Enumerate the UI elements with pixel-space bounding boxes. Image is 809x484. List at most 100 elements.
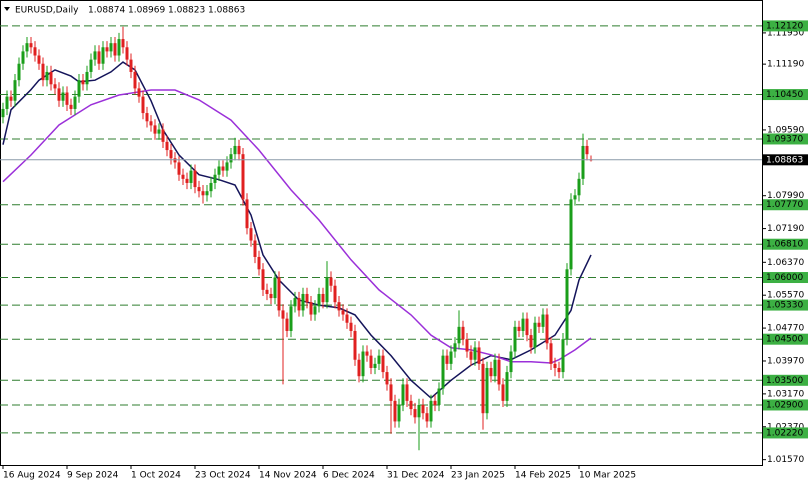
candle-body — [317, 293, 321, 307]
candle-body — [137, 88, 141, 97]
level-label: 1.07770 — [766, 200, 803, 210]
level-label: 1.10450 — [766, 90, 803, 100]
price-label: 1.08863 — [766, 155, 803, 165]
candle-body — [501, 384, 505, 401]
candle-body — [213, 174, 217, 183]
candle-body — [141, 96, 145, 114]
candle-body — [277, 277, 281, 311]
level-label: 1.03500 — [766, 376, 803, 386]
candle-body — [453, 343, 457, 352]
candle-body — [489, 367, 493, 377]
candle-body — [53, 84, 57, 89]
candle-body — [101, 47, 105, 64]
y-tick-label: 1.05570 — [767, 291, 804, 301]
y-tick-label: 1.07990 — [767, 191, 804, 201]
candle-body — [301, 293, 305, 311]
candle-body — [585, 145, 589, 155]
candle-body — [253, 240, 257, 257]
level-box — [763, 199, 808, 211]
candle-body — [329, 277, 333, 286]
candle-body — [17, 63, 21, 81]
header-close: 1.08863 — [208, 6, 245, 16]
candle-body — [393, 400, 397, 422]
candle-body — [81, 80, 85, 85]
candle-body — [157, 129, 161, 134]
candle-body — [473, 347, 477, 360]
header-open: 1.08874 — [88, 6, 125, 16]
candle-body — [517, 326, 521, 331]
candle-body — [193, 170, 197, 188]
level-label: 1.04500 — [766, 335, 803, 345]
menu-arrow[interactable] — [4, 7, 10, 11]
candle-body — [65, 92, 69, 105]
candle-body — [289, 306, 293, 331]
level-box — [763, 333, 808, 345]
candle-body — [493, 359, 497, 377]
candle-body — [245, 199, 249, 229]
candle-body — [281, 310, 285, 319]
y-tick-label: 1.01570 — [767, 455, 804, 465]
x-tick-label: 16 Aug 2024 — [3, 471, 61, 481]
candle-body — [505, 372, 509, 401]
candle-body — [485, 367, 489, 414]
candle-body — [241, 154, 245, 200]
candle-body — [57, 88, 61, 101]
candle-body — [481, 363, 485, 414]
candle-body — [541, 314, 545, 327]
candle-body — [97, 51, 101, 64]
candle-body — [5, 96, 9, 109]
symbol: EURUSD,Daily — [15, 6, 79, 16]
candle-body — [521, 318, 525, 331]
candle-body — [413, 409, 417, 418]
candle-body — [441, 355, 445, 389]
candle-body — [265, 289, 269, 294]
candle-body — [313, 306, 317, 315]
x-tick-label: 9 Sep 2024 — [67, 471, 119, 481]
x-tick-label: 31 Dec 2024 — [387, 471, 445, 481]
candle-body — [497, 359, 501, 385]
candle-body — [197, 187, 201, 192]
candle-body — [553, 363, 557, 368]
x-tick-label: 6 Dec 2024 — [323, 471, 375, 481]
candle-body — [581, 145, 585, 179]
candle-body — [29, 43, 33, 48]
y-tick-label: 1.02370 — [767, 422, 804, 432]
candle-body — [237, 145, 241, 155]
y-tick-label: 1.04770 — [767, 324, 804, 334]
x-tick-label: 14 Nov 2024 — [259, 471, 317, 481]
candle-body — [561, 339, 565, 373]
candle-body — [165, 141, 169, 151]
candle-body — [229, 154, 233, 163]
candle-body — [537, 322, 541, 327]
candle-body — [421, 404, 425, 414]
level-label: 1.06810 — [766, 240, 803, 250]
moving-average — [2, 61, 592, 400]
candle-body — [9, 96, 13, 101]
candle-body — [525, 318, 529, 336]
candle-body — [129, 59, 133, 72]
candle-body — [345, 314, 349, 323]
candle-body — [113, 43, 117, 56]
candle-body — [565, 269, 569, 340]
candle-body — [61, 92, 65, 101]
candle-body — [117, 39, 121, 56]
candle-body — [437, 388, 441, 405]
candle-body — [261, 269, 265, 290]
candle-body — [357, 359, 361, 377]
candle-body — [333, 285, 337, 303]
candle-body — [377, 355, 381, 364]
candle-body — [321, 293, 325, 303]
candle-body — [509, 351, 513, 373]
candle-body — [469, 351, 473, 360]
candle-body — [273, 277, 277, 299]
candle-body — [77, 80, 81, 97]
candle-body — [285, 318, 289, 331]
candle-body — [337, 302, 341, 311]
candle-body — [169, 150, 173, 159]
candle-body — [33, 47, 37, 56]
candle-body — [429, 400, 433, 422]
candle-body — [221, 166, 225, 171]
y-tick-label: 1.06370 — [767, 258, 804, 268]
candle-body — [201, 191, 205, 196]
y-tick-label: 1.11190 — [767, 60, 804, 70]
